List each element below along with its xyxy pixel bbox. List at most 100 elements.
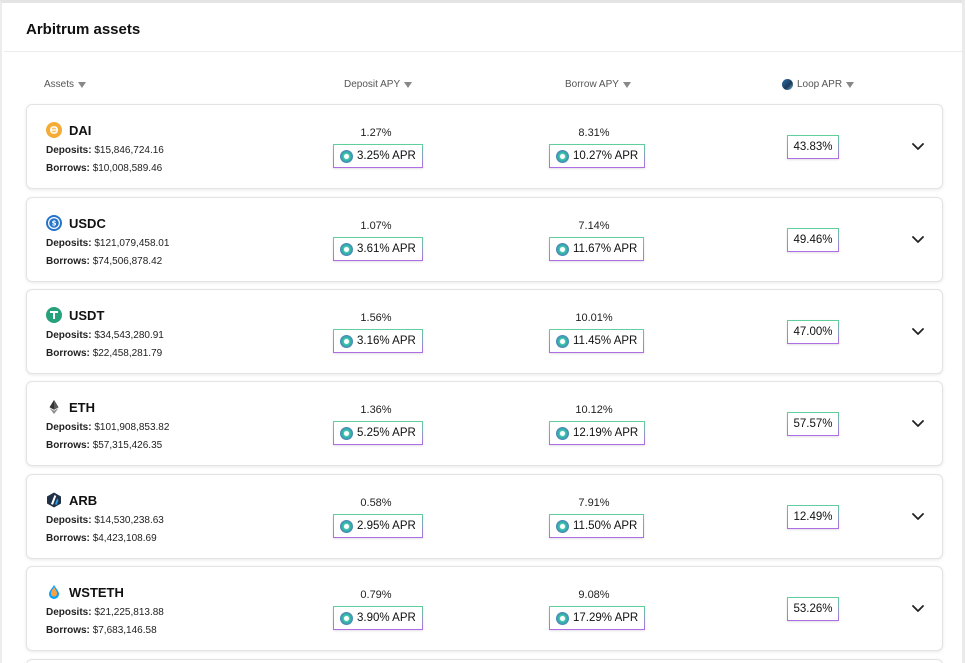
deposits-value: $21,225,813.88 bbox=[94, 607, 164, 618]
loop-apr-badge[interactable]: 12.49% bbox=[787, 505, 839, 529]
expand-row-button[interactable] bbox=[912, 326, 924, 338]
borrow-apr-badge[interactable]: 17.29% APR bbox=[549, 606, 646, 630]
expand-row-button[interactable] bbox=[912, 511, 924, 523]
loop-apr-badge[interactable]: 49.46% bbox=[787, 228, 839, 252]
borrow-apy-value: 8.31% bbox=[578, 127, 610, 139]
svg-text:$: $ bbox=[52, 220, 57, 228]
asset-name: ARB bbox=[69, 492, 98, 508]
asset-row-arb[interactable]: ARB Deposits: $14,530,238.63 Borrows: $4,4… bbox=[26, 474, 943, 559]
deposits-label: Deposits: bbox=[46, 330, 92, 341]
borrow-apr-badge[interactable]: 10.27% APR bbox=[549, 144, 646, 168]
expand-row-button[interactable] bbox=[912, 234, 924, 246]
deposit-apr-badge[interactable]: 3.90% APR bbox=[333, 606, 423, 630]
deposit-apr-badge[interactable]: 2.95% APR bbox=[333, 514, 423, 538]
borrow-apr-value: 10.27% APR bbox=[573, 150, 639, 162]
deposit-apr-value: 5.25% APR bbox=[357, 427, 416, 439]
expand-row-button[interactable] bbox=[912, 418, 924, 430]
sort-caret-icon bbox=[846, 82, 855, 88]
borrow-apr-badge[interactable]: 11.50% APR bbox=[549, 514, 645, 538]
deposit-apr-value: 3.61% APR bbox=[357, 243, 416, 255]
sort-borrow-apy-header[interactable]: Borrow APY bbox=[565, 79, 631, 90]
asset-name-group: USDT bbox=[46, 307, 104, 323]
borrow-apy-column-label: Borrow APY bbox=[565, 79, 619, 90]
asset-name-group: ETH bbox=[46, 399, 95, 415]
chevron-down-icon bbox=[912, 513, 924, 521]
loop-apr-value: 49.46% bbox=[793, 234, 833, 246]
asset-row-partial[interactable] bbox=[26, 659, 943, 663]
sort-loop-apr-header[interactable]: Loop APR bbox=[782, 79, 855, 90]
asset-row-wsteth[interactable]: WSTETH Deposits: $21,225,813.88 Borrows: $… bbox=[26, 566, 943, 651]
reward-token-icon bbox=[340, 242, 353, 256]
assets-column-label: Assets bbox=[44, 79, 75, 90]
deposits-label: Deposits: bbox=[46, 145, 92, 156]
deposits-value: $14,530,238.63 bbox=[94, 515, 164, 526]
reward-token-icon bbox=[340, 426, 353, 440]
borrow-apy-value: 9.08% bbox=[578, 589, 610, 601]
loop-apr-column-label: Loop APR bbox=[797, 79, 843, 90]
chevron-down-icon bbox=[912, 420, 924, 428]
asset-row-dai[interactable]: DAI Deposits: $15,846,724.16 Borrows: $10,… bbox=[26, 104, 943, 189]
deposit-apr-value: 3.90% APR bbox=[357, 612, 416, 624]
loop-apr-badge[interactable]: 53.26% bbox=[787, 597, 839, 621]
deposits-value: $34,543,280.91 bbox=[94, 330, 164, 341]
sort-caret-icon bbox=[404, 82, 413, 88]
asset-row-usdc[interactable]: $ USDC Deposits: $121,079,458.01 Borrows: $… bbox=[26, 197, 943, 282]
deposit-apr-badge[interactable]: 5.25% APR bbox=[333, 421, 423, 445]
borrow-apy-value: 7.14% bbox=[578, 220, 610, 232]
chevron-down-icon bbox=[912, 143, 924, 151]
loop-apr-value: 53.26% bbox=[793, 603, 833, 615]
deposit-apy-value: 1.56% bbox=[360, 312, 392, 324]
deposits-total: Deposits: $14,530,238.63 bbox=[46, 515, 164, 526]
reward-token-icon bbox=[340, 334, 353, 348]
loop-apr-badge[interactable]: 43.83% bbox=[787, 135, 839, 159]
deposits-total: Deposits: $34,543,280.91 bbox=[46, 330, 164, 341]
borrows-total: Borrows: $10,008,589.46 bbox=[46, 163, 162, 174]
chevron-down-icon bbox=[912, 236, 924, 244]
deposit-apr-badge[interactable]: 3.61% APR bbox=[333, 237, 423, 261]
borrow-apr-value: 12.19% APR bbox=[573, 427, 639, 439]
dai-icon bbox=[46, 122, 62, 138]
loop-apr-value: 12.49% bbox=[793, 511, 833, 523]
reward-token-icon bbox=[556, 519, 569, 533]
sort-caret-icon bbox=[78, 82, 87, 88]
borrows-value: $74,506,878.42 bbox=[92, 256, 163, 267]
deposit-apr-badge[interactable]: 3.25% APR bbox=[333, 144, 423, 168]
borrow-apr-badge[interactable]: 12.19% APR bbox=[549, 421, 646, 445]
reward-token-icon bbox=[556, 242, 569, 256]
sort-deposit-apy-header[interactable]: Deposit APY bbox=[344, 79, 413, 90]
asset-row-eth[interactable]: ETH Deposits: $101,908,853.82 Borrows: $57… bbox=[26, 381, 943, 466]
usdc-icon: $ bbox=[46, 215, 62, 231]
loop-apr-badge[interactable]: 57.57% bbox=[787, 412, 839, 436]
deposits-total: Deposits: $101,908,853.82 bbox=[46, 422, 169, 433]
deposits-value: $101,908,853.82 bbox=[94, 422, 170, 433]
asset-row-usdt[interactable]: USDT Deposits: $34,543,280.91 Borrows: $22… bbox=[26, 289, 943, 374]
reward-token-icon bbox=[556, 149, 569, 163]
borrows-value: $7,683,146.58 bbox=[92, 625, 157, 636]
loop-apr-value: 43.83% bbox=[793, 141, 833, 153]
expand-row-button[interactable] bbox=[912, 141, 924, 153]
expand-row-button[interactable] bbox=[912, 603, 924, 615]
reward-token-icon bbox=[556, 611, 569, 625]
scroll-edge bbox=[962, 0, 965, 663]
panel-header: Arbitrum assets bbox=[4, 6, 964, 52]
sort-assets-header[interactable]: Assets bbox=[44, 79, 87, 90]
asset-name: WSTETH bbox=[69, 584, 124, 600]
borrow-apr-badge[interactable]: 11.45% APR bbox=[549, 329, 645, 353]
deposits-value: $121,079,458.01 bbox=[94, 238, 170, 249]
asset-name-group: $ USDC bbox=[46, 215, 106, 231]
borrow-apy-value: 10.01% bbox=[575, 312, 613, 324]
reward-token-icon bbox=[556, 426, 569, 440]
borrows-total: Borrows: $74,506,878.42 bbox=[46, 256, 162, 267]
reward-token-icon bbox=[556, 334, 569, 348]
loop-apr-badge[interactable]: 47.00% bbox=[787, 320, 839, 344]
asset-name-group: ARB bbox=[46, 492, 97, 508]
deposits-label: Deposits: bbox=[46, 238, 92, 249]
borrows-value: $4,423,108.69 bbox=[92, 533, 157, 544]
borrow-apr-badge[interactable]: 11.67% APR bbox=[549, 237, 645, 261]
borrow-apr-value: 11.67% APR bbox=[573, 243, 638, 255]
deposit-apr-value: 3.25% APR bbox=[357, 150, 416, 162]
borrows-label: Borrows: bbox=[46, 533, 90, 544]
deposit-apr-badge[interactable]: 3.16% APR bbox=[333, 329, 423, 353]
deposit-apy-value: 1.07% bbox=[360, 220, 392, 232]
reward-token-icon bbox=[340, 149, 353, 163]
